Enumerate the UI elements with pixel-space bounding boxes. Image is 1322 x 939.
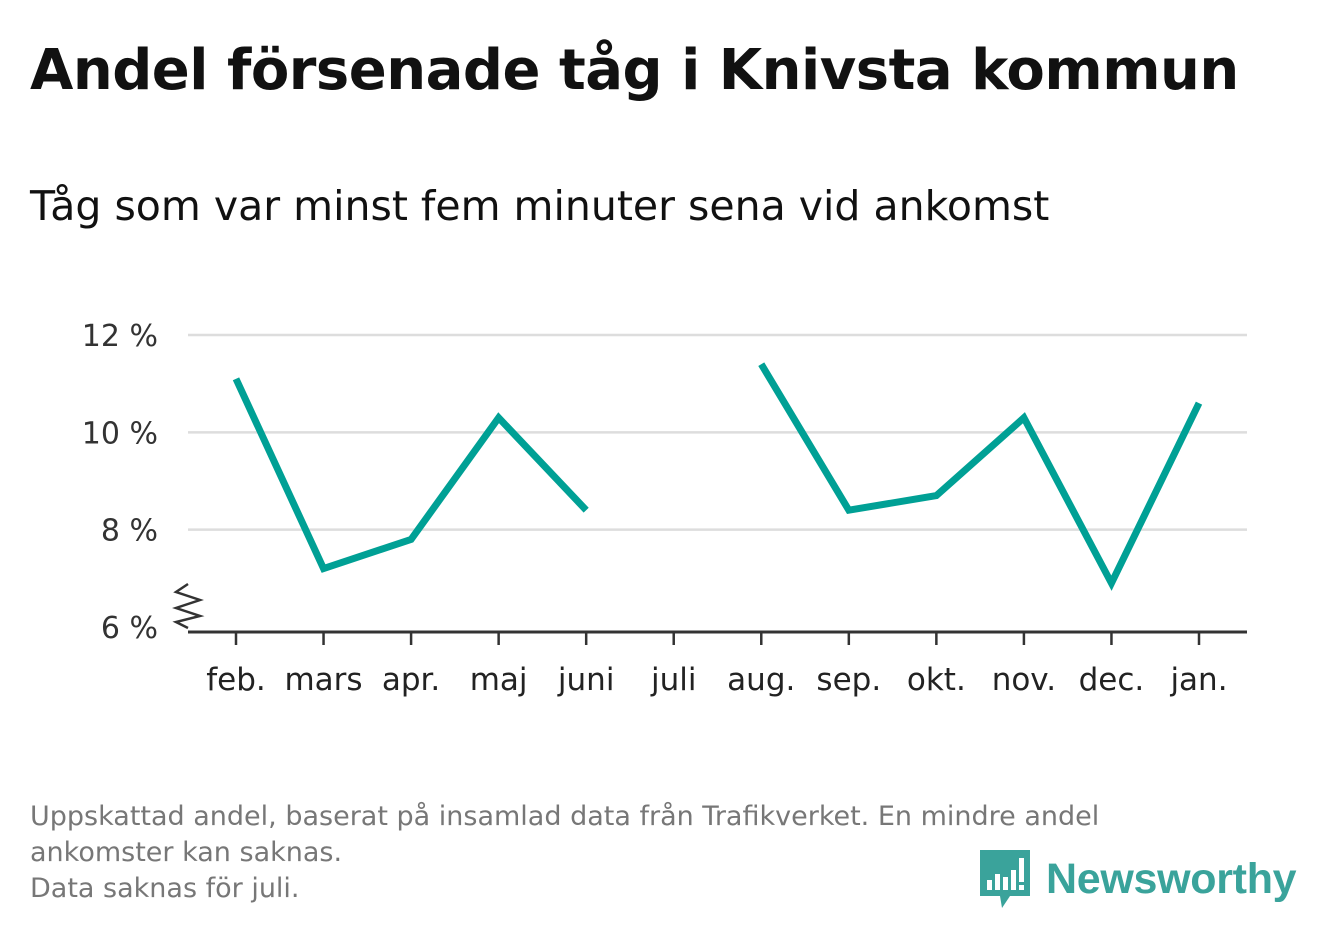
x-tick-label: juni	[557, 662, 615, 698]
y-tick-label: 10 %	[82, 416, 158, 451]
x-tick-label: jan.	[1169, 662, 1227, 698]
chart-title: Andel försenade tåg i Knivsta kommun	[30, 38, 1239, 103]
series-lines	[232, 362, 1203, 591]
y-tick-label: 6 %	[101, 611, 158, 646]
footnote-line-2: ankomster kan saknas.	[30, 837, 343, 868]
y-axis-break-icon	[172, 582, 205, 630]
chart-subtitle: Tåg som var minst fem minuter sena vid a…	[30, 182, 1050, 230]
x-tick-label: dec.	[1079, 662, 1145, 698]
x-tick-label: mars	[284, 662, 362, 698]
x-tick-label: maj	[470, 662, 528, 698]
series-line	[758, 362, 1203, 591]
y-tick-label: 8 %	[101, 514, 158, 549]
y-axis-ticks: 6 % 8 % 10 % 12 %	[82, 319, 158, 646]
x-axis: feb. mars apr. maj juni juli aug. sep. okt. nov. d…	[172, 582, 1247, 698]
x-tick-label: aug.	[727, 662, 795, 698]
x-tick-label: feb.	[206, 662, 266, 698]
x-tick-label: sep.	[816, 662, 881, 698]
footnote: Uppskattad andel, baserat på insamlad da…	[30, 799, 1280, 907]
series-line	[232, 377, 589, 573]
brand-name: Newsworthy	[1046, 854, 1297, 903]
y-tick-label: 12 %	[82, 319, 158, 354]
x-tick-label: okt.	[907, 662, 966, 698]
footnote-line-3: Data saknas för juli.	[30, 873, 300, 904]
bar-chart-speech-bubble-icon	[980, 850, 1030, 908]
x-tick-label: nov.	[992, 662, 1056, 698]
brand-logo: Newsworthy	[980, 850, 1297, 908]
x-tick-label: apr.	[382, 662, 440, 698]
gridlines	[188, 333, 1247, 531]
x-tick-label: juli	[650, 662, 697, 698]
footnote-line-1: Uppskattad andel, baserat på insamlad da…	[30, 801, 1100, 832]
